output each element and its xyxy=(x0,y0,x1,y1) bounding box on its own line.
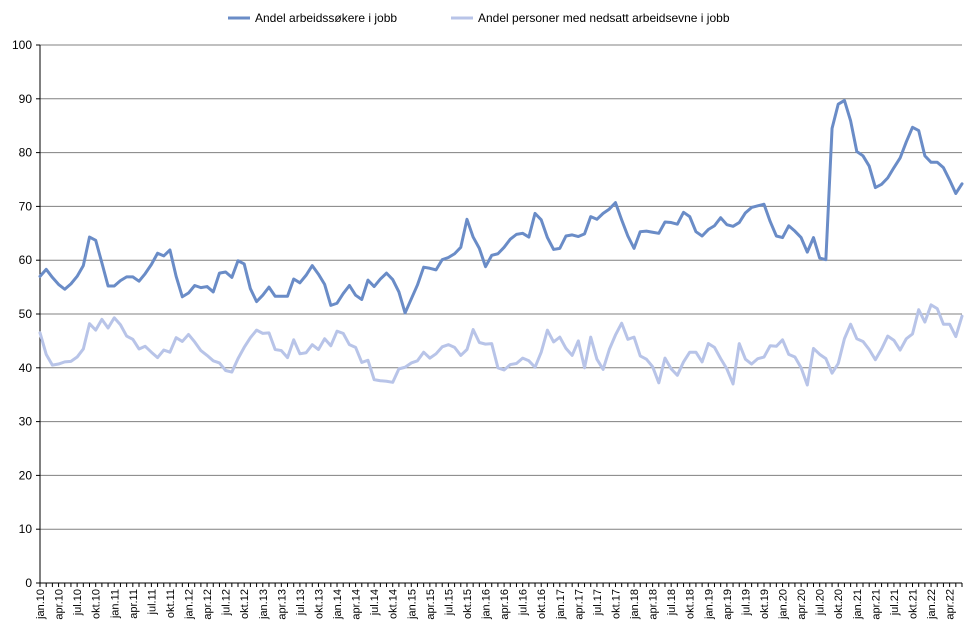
x-tick-label: okt.17 xyxy=(610,589,622,619)
x-tick-label: apr.10 xyxy=(54,589,66,620)
legend-item-series-1[interactable]: Andel arbeidssøkere i jobb xyxy=(228,11,397,25)
x-tick-label: apr.12 xyxy=(202,589,214,620)
x-tick-label: jul.21 xyxy=(889,589,901,616)
x-tick-label: apr.17 xyxy=(573,589,585,620)
x-tick-label: apr.21 xyxy=(870,589,882,620)
x-tick-label: jan.11 xyxy=(109,589,121,619)
x-tick-label: apr.20 xyxy=(796,589,808,620)
x-tick-label: jan.22 xyxy=(926,589,938,620)
x-tick-label: jan.18 xyxy=(629,589,641,620)
x-tick-label: apr.14 xyxy=(351,589,363,620)
x-tick-label: okt.20 xyxy=(833,589,845,619)
x-tick-label: jul.10 xyxy=(72,589,84,616)
x-tick-label: jan.16 xyxy=(481,589,493,620)
x-axis-ticks: jan.10 apr.10 jul.10 okt.10 jan.11 apr.11 jul.… xyxy=(35,583,963,620)
y-tick-label: 90 xyxy=(19,92,33,106)
legend: Andel arbeidssøkere i jobb Andel persone… xyxy=(228,11,730,25)
x-tick-label: jul.14 xyxy=(369,589,381,616)
x-tick-label: jul.11 xyxy=(146,589,158,615)
x-tick-label: jul.12 xyxy=(221,589,233,616)
x-tick-label: okt.19 xyxy=(759,589,771,619)
x-tick-label: okt.14 xyxy=(388,589,400,619)
x-tick-label: apr.15 xyxy=(425,589,437,620)
axes xyxy=(39,45,962,584)
x-tick-label: apr.13 xyxy=(276,589,288,620)
x-tick-label: okt.12 xyxy=(239,589,251,619)
x-tick-label: okt.11 xyxy=(165,589,177,618)
x-tick-label: apr.11 xyxy=(128,589,140,619)
x-tick-label: jul.13 xyxy=(295,589,307,616)
x-tick-label: apr.16 xyxy=(499,589,511,620)
x-tick-label: jan.19 xyxy=(703,589,715,620)
legend-label-series-1: Andel arbeidssøkere i jobb xyxy=(255,11,397,25)
y-tick-label: 0 xyxy=(25,576,32,590)
y-tick-label: 10 xyxy=(19,522,33,536)
x-tick-label: okt.18 xyxy=(685,589,697,619)
x-tick-label: apr.19 xyxy=(722,589,734,620)
gridlines xyxy=(40,44,962,530)
x-tick-label: jan.15 xyxy=(406,589,418,620)
y-axis-ticks: 0 10 20 30 40 50 60 70 80 90 100 xyxy=(12,38,40,590)
x-tick-label: jul.20 xyxy=(815,589,827,616)
x-tick-label: jul.18 xyxy=(666,589,678,616)
x-tick-label: jul.19 xyxy=(740,589,752,616)
y-tick-label: 40 xyxy=(19,361,33,375)
x-tick-label: apr.22 xyxy=(945,589,957,620)
y-tick-label: 100 xyxy=(12,38,32,52)
x-tick-label: jan.12 xyxy=(184,589,196,620)
y-tick-label: 70 xyxy=(19,199,33,213)
y-tick-label: 80 xyxy=(19,146,33,160)
x-tick-label: okt.16 xyxy=(536,589,548,619)
x-tick-label: jan.17 xyxy=(555,589,567,620)
y-tick-label: 50 xyxy=(19,307,33,321)
x-tick-label: okt.21 xyxy=(907,589,919,619)
x-tick-label: jul.15 xyxy=(443,589,455,616)
x-tick-label: jan.20 xyxy=(778,589,790,620)
x-tick-label: jan.13 xyxy=(258,589,270,620)
y-tick-label: 30 xyxy=(19,415,33,429)
x-tick-label: okt.13 xyxy=(313,589,325,619)
x-tick-label: jan.14 xyxy=(332,589,344,620)
y-tick-label: 60 xyxy=(19,253,33,267)
series-line-2 xyxy=(38,303,964,387)
legend-label-series-2: Andel personer med nedsatt arbeidsevne i… xyxy=(478,11,730,25)
x-tick-label: okt.15 xyxy=(462,589,474,619)
series-lines xyxy=(38,98,964,387)
series-line-1 xyxy=(38,98,964,315)
x-tick-label: apr.18 xyxy=(648,589,660,620)
x-tick-label: jul.17 xyxy=(592,589,604,616)
x-tick-label: okt.10 xyxy=(91,589,103,619)
x-tick-label: jul.16 xyxy=(518,589,530,616)
legend-item-series-2[interactable]: Andel personer med nedsatt arbeidsevne i… xyxy=(451,11,730,25)
x-tick-label: jan.21 xyxy=(852,589,864,620)
y-tick-label: 20 xyxy=(19,468,33,482)
x-tick-label: jan.10 xyxy=(35,589,47,620)
